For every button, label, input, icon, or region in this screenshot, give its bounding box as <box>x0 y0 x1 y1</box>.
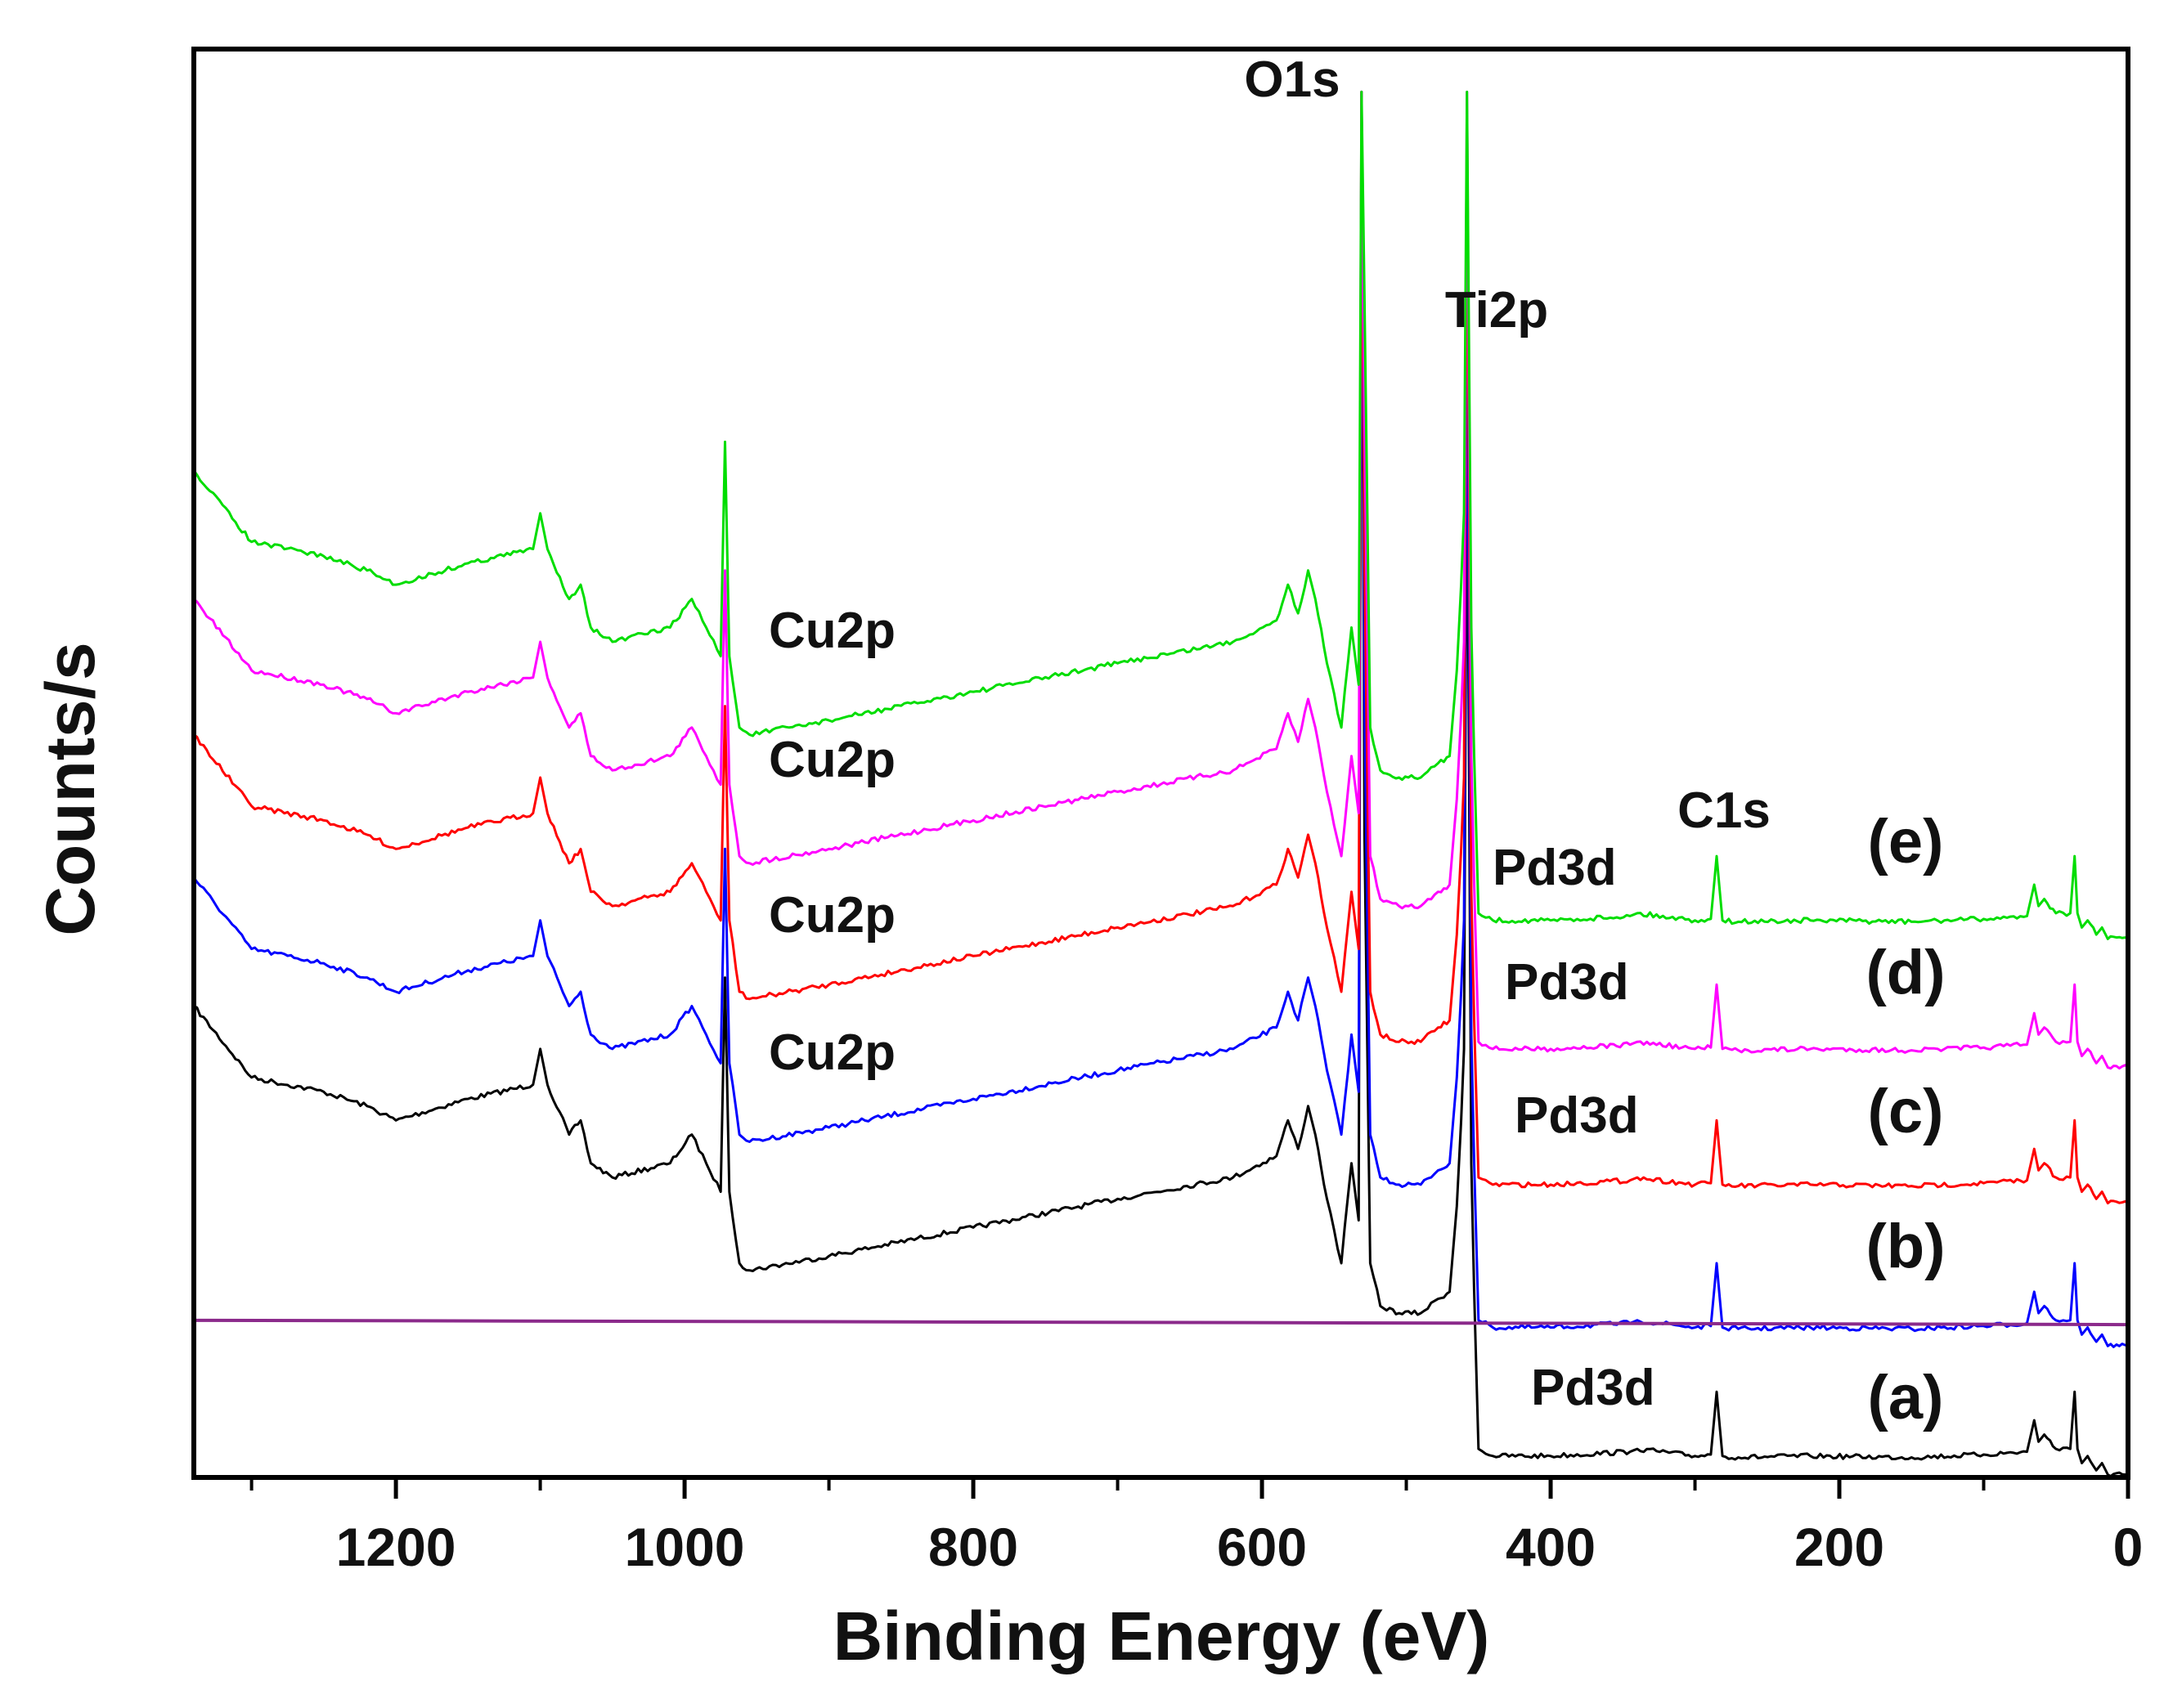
spectrum-line-e <box>192 90 2129 940</box>
series-label-c: (c) <box>1868 1077 1944 1146</box>
cu2p-label-e: Cu2p <box>769 603 896 659</box>
series-label-a: (a) <box>1868 1363 1944 1432</box>
series-label-b: (b) <box>1865 1212 1945 1281</box>
baseline-group <box>193 1318 2129 1327</box>
series-label-e: (e) <box>1868 807 1944 876</box>
ti2p-label: Ti2p <box>1445 282 1548 338</box>
x-tick-label-600: 600 <box>1217 1517 1307 1577</box>
x-tick-label-200: 200 <box>1794 1517 1884 1577</box>
o1s-label: O1s <box>1244 52 1340 108</box>
pd3d-label-c: Pd3d <box>1515 1087 1639 1144</box>
x-tick-label-800: 800 <box>928 1517 1018 1577</box>
x-tick-label-0: 0 <box>2113 1517 2144 1577</box>
pd3d-label-a: Pd3d <box>1531 1360 1655 1416</box>
series-group <box>192 90 2129 1478</box>
spectrum-line-d <box>193 90 2129 1070</box>
spectrum-line-a <box>193 90 2128 1478</box>
y-axis-title: Counts/s <box>32 642 109 935</box>
plot-frame <box>191 47 2130 1480</box>
cu2p-label-d: Cu2p <box>769 732 896 788</box>
series-label-d: (d) <box>1865 938 1945 1007</box>
c1s-label: C1s <box>1677 782 1771 839</box>
spectrum-line-b <box>192 90 2129 1348</box>
cu2p-label-c: Cu2p <box>769 887 896 944</box>
pd3d-label-d: Pd3d <box>1505 954 1629 1011</box>
cu2p-label-b: Cu2p <box>769 1024 896 1081</box>
x-tick-label-1000: 1000 <box>625 1517 745 1577</box>
baseline-line <box>193 1318 2129 1327</box>
x-axis-ticks: 1200 1000 800 600 400 200 0 <box>249 1477 2144 1577</box>
x-axis-title: Binding Energy (eV) <box>833 1598 1490 1674</box>
pd3d-label-e: Pd3d <box>1493 840 1617 896</box>
spectrum-line-c <box>193 90 2129 1205</box>
x-tick-label-1200: 1200 <box>336 1517 456 1577</box>
x-tick-label-400: 400 <box>1506 1517 1596 1577</box>
